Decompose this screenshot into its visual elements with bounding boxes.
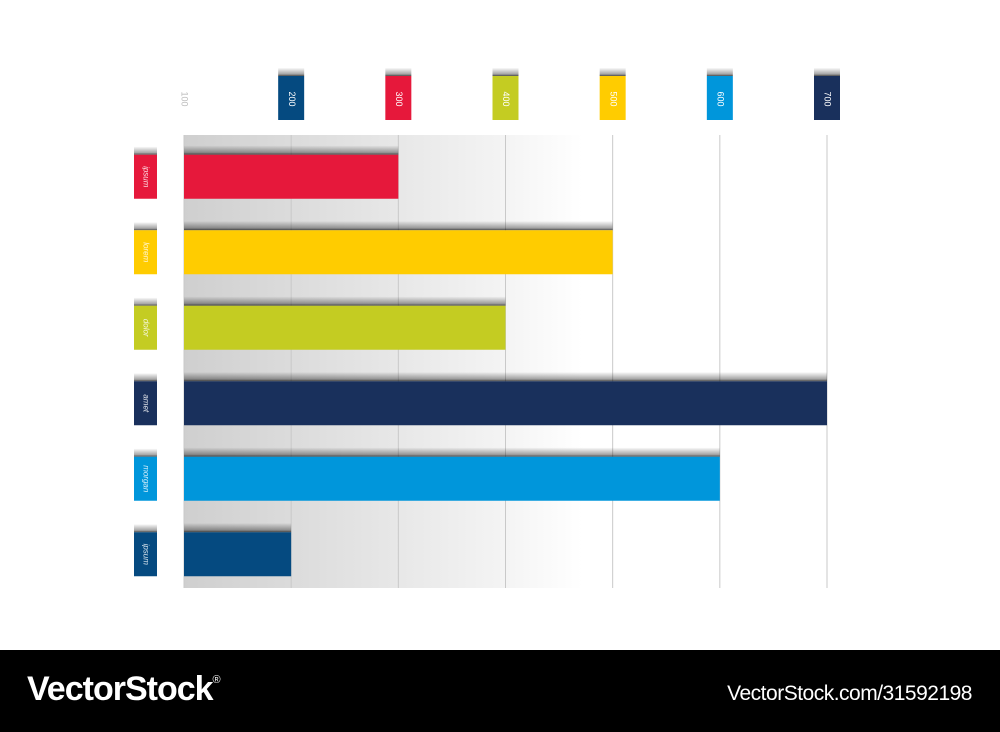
category-label: dolor — [141, 319, 150, 337]
x-tick-tab-shadow — [706, 68, 733, 76]
category-label: ipsum — [141, 166, 150, 188]
x-tick-tab — [706, 76, 733, 120]
category-label: amet — [141, 394, 150, 413]
x-tick-label: 500 — [608, 91, 618, 106]
bar — [184, 305, 506, 350]
x-tick-tab — [599, 76, 626, 120]
bar-chart: 100 200 300 400 500 600 700 ipsum lorem dolor ame… — [134, 68, 840, 588]
category-tab: morgan — [134, 448, 157, 501]
x-tick-tab — [385, 76, 412, 120]
bar-shadow — [184, 447, 720, 457]
category-tab-swatch — [134, 154, 157, 199]
x-tick: 100 — [180, 91, 190, 106]
x-tick: 500 — [599, 68, 626, 120]
category-tab: ipsum — [134, 524, 157, 577]
x-tick-tab — [814, 76, 840, 120]
category-tab-shadow — [134, 524, 157, 533]
x-tick: 300 — [385, 68, 412, 120]
grid-lines — [183, 135, 828, 588]
footer-image-id: VectorStock.com/31592198 — [727, 682, 972, 705]
category-tab-shadow — [134, 448, 157, 457]
bar — [184, 381, 827, 426]
category-tab-shadow — [134, 373, 157, 382]
bar-shadow — [184, 296, 506, 306]
x-tick-tab — [278, 76, 305, 120]
bar-shadow — [184, 523, 292, 533]
x-tick-tab-shadow — [278, 68, 305, 76]
x-tick-label: 200 — [287, 91, 297, 106]
category-tab: lorem — [134, 222, 157, 275]
category-tab: ipsum — [134, 146, 157, 199]
footer-brand: VectorStock® — [27, 670, 221, 709]
bar — [184, 456, 720, 501]
bar-shadow — [184, 145, 399, 155]
category-tab-shadow — [134, 222, 157, 231]
x-tick-label: 300 — [394, 91, 404, 106]
brand-mark: ® — [212, 674, 221, 686]
bar — [184, 230, 613, 275]
category-tab-swatch — [134, 305, 157, 350]
bars — [184, 145, 827, 577]
category-tab-swatch — [134, 456, 157, 501]
category-label: lorem — [141, 242, 150, 262]
x-tick: 600 — [706, 68, 733, 120]
x-tick-label: 600 — [715, 91, 725, 106]
category-tab: amet — [134, 373, 157, 426]
x-tick-tab-shadow — [492, 68, 519, 76]
watermark-footer: VectorStock® VectorStock.com/31592198 — [0, 650, 1000, 732]
bar-shadow — [184, 372, 827, 382]
x-tick-tab — [492, 76, 519, 120]
x-tick: 400 — [492, 68, 519, 120]
chart-area: 100 200 300 400 500 600 700 ipsum lorem dolor ame… — [134, 68, 840, 588]
category-label: ipsum — [141, 544, 150, 566]
x-tick: 200 — [278, 68, 305, 120]
category-tab: dolor — [134, 297, 157, 350]
x-tick-label: 700 — [823, 91, 833, 106]
bar-shadow — [184, 221, 613, 231]
category-tab-shadow — [134, 297, 157, 306]
brand-name: VectorStock — [27, 670, 214, 708]
category-tabs: ipsum lorem dolor amet morgan ipsum — [134, 146, 157, 577]
x-tick-tab-shadow — [599, 68, 626, 76]
category-tab-shadow — [134, 146, 157, 155]
x-tick-label: 100 — [180, 91, 190, 106]
x-axis-ticks: 100 200 300 400 500 600 700 — [180, 68, 840, 120]
x-tick: 700 — [814, 68, 840, 120]
x-tick-tab-shadow — [385, 68, 412, 76]
x-tick-label: 400 — [501, 91, 511, 106]
bar — [184, 154, 399, 199]
category-tab-swatch — [134, 230, 157, 275]
bar — [184, 532, 292, 577]
category-label: morgan — [141, 465, 150, 493]
category-tab-swatch — [134, 532, 157, 577]
category-tab-swatch — [134, 381, 157, 426]
x-tick-tab-shadow — [814, 68, 840, 76]
